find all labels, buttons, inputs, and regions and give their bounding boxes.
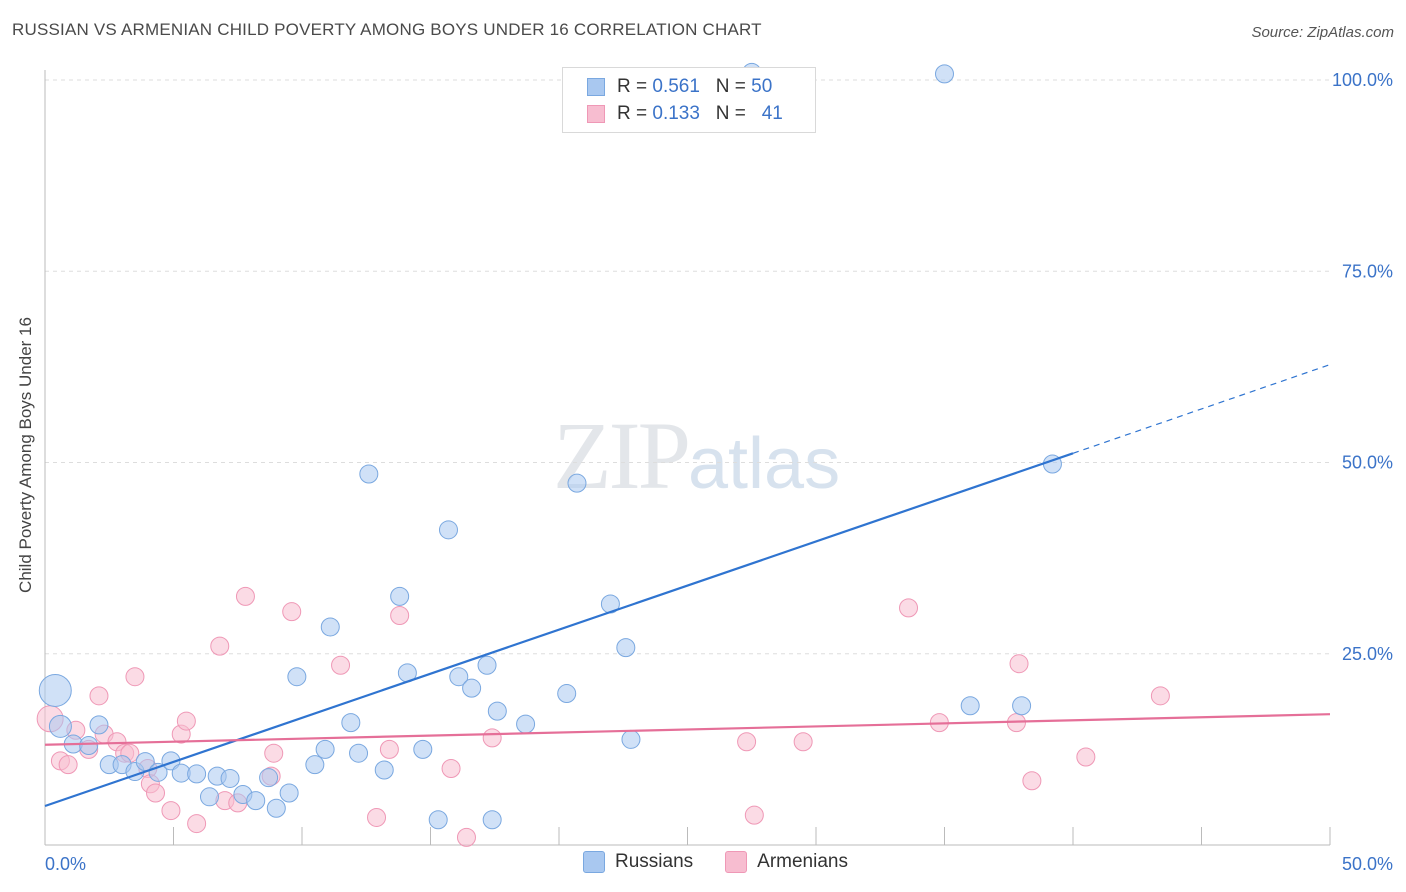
x-tick-label-50: 50.0%	[1342, 854, 1393, 874]
russians-point-37	[482, 810, 502, 830]
russians-point-26	[349, 743, 369, 763]
legend-russians-swatch	[583, 851, 605, 873]
russians-point-43	[616, 638, 636, 658]
russians-point-25	[341, 713, 361, 733]
armenians-point-24	[282, 602, 302, 622]
armenians-point-21	[235, 586, 255, 606]
russians-point-4	[89, 715, 109, 735]
russians-point-20	[279, 783, 299, 803]
armenians-trendline	[44, 713, 1331, 746]
series-legend: Russians Armenians	[583, 851, 848, 873]
armenians-swatch	[587, 105, 605, 123]
legend-row-russians: R = 0.561 N = 50	[587, 75, 772, 99]
legend-armenians-swatch	[725, 851, 748, 873]
russians-point-41	[567, 473, 587, 493]
russians-point-34	[449, 667, 469, 687]
russians-n-label: N =	[715, 76, 746, 97]
y-axis-label: Child Poverty Among Boys Under 16	[16, 317, 35, 593]
y-tick-label-50: 50.0%	[1342, 453, 1393, 473]
russians-point-48	[1012, 696, 1032, 716]
legend-row-armenians: R = 0.133 N = 41	[587, 102, 783, 126]
armenians-point-16	[176, 711, 196, 731]
armenians-point-28	[390, 606, 410, 625]
armenians-point-32	[737, 732, 757, 752]
armenians-point-25	[331, 655, 351, 675]
armenians-point-17	[187, 814, 207, 834]
legend-russians-label: Russians	[615, 851, 694, 872]
armenians-point-13	[146, 783, 166, 803]
russians-point-18	[259, 768, 279, 788]
russians-point-13	[199, 787, 219, 807]
russians-point-22	[305, 755, 325, 775]
russians-n-value: 50	[751, 76, 773, 97]
stats-legend: R = 0.561 N = 50 R = 0.133 N = 41	[562, 67, 816, 133]
armenians-point-29	[441, 759, 461, 778]
russians-point-19	[266, 798, 286, 818]
armenians-point-30	[456, 827, 476, 847]
armenians-n-label: N =	[715, 103, 746, 124]
russians-point-0	[38, 673, 72, 707]
y-tick-label-100: 100.0%	[1332, 70, 1393, 90]
armenians-point-35	[899, 598, 919, 618]
legend-armenians-label: Armenians	[757, 851, 848, 872]
armenians-point-40	[1076, 747, 1096, 767]
armenians-point-41	[1150, 686, 1170, 706]
y-tick-label-75: 75.0%	[1342, 261, 1393, 281]
armenians-point-10	[125, 667, 145, 687]
russians-point-15	[220, 768, 240, 788]
russians-point-27	[359, 464, 379, 484]
armenians-point-33	[744, 805, 764, 825]
russians-point-1	[48, 714, 72, 738]
armenians-points	[36, 586, 1170, 847]
armenians-point-18	[210, 636, 230, 656]
russians-point-47	[960, 696, 980, 716]
russians-trendline-extension	[1072, 364, 1331, 454]
russians-point-31	[413, 739, 433, 759]
armenians-point-5	[89, 686, 109, 706]
chart-title: RUSSIAN VS ARMENIAN CHILD POVERTY AMONG …	[12, 20, 762, 39]
russians-point-29	[390, 586, 410, 606]
russians-point-28	[374, 760, 394, 780]
russians-r-value: 0.561	[652, 76, 700, 97]
russians-point-3	[79, 736, 99, 756]
russians-points	[38, 62, 1062, 830]
watermark-atlas: atlas	[688, 424, 841, 504]
russians-point-46	[935, 64, 954, 84]
armenians-r-value: 0.133	[652, 103, 700, 124]
russians-point-24	[320, 617, 340, 637]
russians-point-38	[487, 701, 507, 721]
y-tick-label-25: 25.0%	[1342, 644, 1393, 664]
russians-swatch	[587, 78, 605, 96]
x-tick-label-0: 0.0%	[45, 854, 86, 874]
russians-point-32	[428, 810, 448, 830]
russians-point-35	[462, 678, 482, 698]
armenians-point-31	[482, 728, 502, 748]
russians-point-40	[557, 684, 577, 704]
russians-r-label: R =	[617, 76, 648, 97]
source-label: Source: ZipAtlas.com	[1251, 24, 1394, 41]
russians-point-23	[315, 739, 335, 759]
armenians-point-34	[793, 732, 813, 752]
armenians-point-2	[58, 755, 78, 775]
armenians-point-38	[1009, 654, 1029, 674]
russians-point-44	[621, 729, 641, 749]
armenians-r-label: R =	[617, 103, 648, 124]
russians-point-36	[477, 655, 497, 675]
armenians-point-27	[379, 739, 399, 759]
armenians-point-14	[161, 801, 181, 821]
russians-point-33	[438, 520, 458, 540]
russians-point-17	[246, 791, 266, 811]
armenians-point-39	[1022, 771, 1042, 791]
armenians-n-value: 41	[761, 103, 783, 124]
russians-point-39	[516, 714, 536, 734]
armenians-point-26	[367, 807, 387, 827]
russians-trendline	[44, 452, 1074, 808]
armenians-point-23	[264, 743, 284, 763]
russians-point-21	[287, 667, 307, 687]
russians-point-12	[187, 764, 207, 784]
